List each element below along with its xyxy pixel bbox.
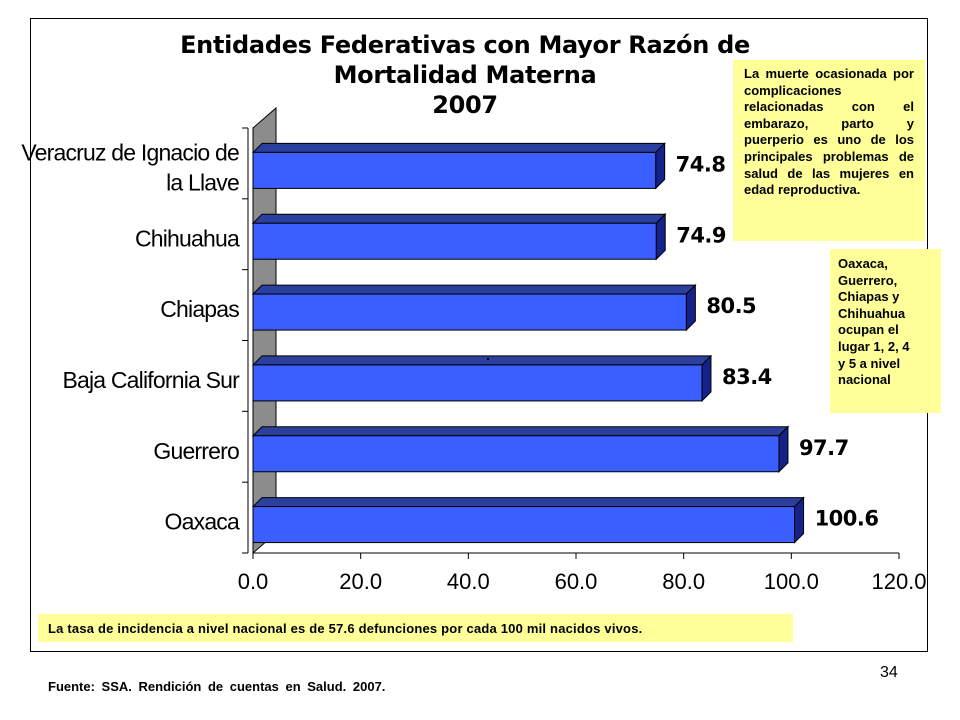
stray-dot [487,358,489,360]
bar-value-label: 83.4 [722,365,772,389]
bar-value-label: 74.8 [676,152,726,176]
bar-top [251,497,805,508]
note-ranking-line: lugar 1, 2, 4 [838,338,910,354]
bar [252,222,657,260]
bar-top [251,284,697,295]
bar [252,151,657,189]
note-ranking-line: Chiapas y [838,289,900,305]
category-label: Baja California Sur [62,367,240,393]
x-tick-label: 120.0 [871,569,926,594]
note-ranking-line: Guerrero, [838,272,898,288]
note-ranking-line: y 5 a nivel [838,355,901,371]
bar-top [251,355,713,366]
category-label: Guerrero [153,438,239,464]
chart-title: Entidades Federativas con Mayor Razón de… [180,31,750,89]
bar [252,435,780,473]
x-tick-label: 60.0 [555,569,598,594]
bar-value-label: 100.6 [815,507,879,531]
category-label: Chiapas [160,296,239,322]
bar-value-label: 80.5 [706,294,756,318]
source-citation: Fuente: SSA. Rendición de cuentas en Sal… [48,679,386,694]
bar [252,364,703,402]
chart-subtitle: 2007 [432,91,498,119]
x-tick-label: 40.0 [447,569,490,594]
note-ranking-line: Oaxaca, [838,256,888,271]
national-rate-note: La tasa de incidencia a nivel nacional e… [38,614,793,642]
note-maternal-mortality-text: La muerte ocasionada por complicaciones … [744,66,914,198]
note-ranking-line: Chihuahua [838,305,906,321]
bar-top [251,142,666,153]
chart-title-block: Entidades Federativas con Mayor Razón de… [150,30,780,120]
category-label: Chihuahua [135,225,240,251]
bar-top [251,426,790,437]
bar-value-label: 74.9 [676,223,726,247]
bar-value-label: 97.7 [799,436,849,460]
page-number: 34 [880,664,898,681]
x-tick-label: 80.0 [662,569,705,594]
x-tick-label: 20.0 [339,569,382,594]
note-ranking: Oaxaca, Guerrero, Chiapas y Chihuahua oc… [830,249,941,413]
note-maternal-mortality: La muerte ocasionada por complicaciones … [733,60,925,241]
note-ranking-line: ocupan el [838,322,899,338]
category-label: Oaxaca [165,509,240,535]
x-tick-label: 100.0 [764,569,819,594]
bar [252,506,796,544]
category-label: la Llave [166,169,239,195]
x-tick-label: 0.0 [238,569,269,594]
category-label: Veracruz de Ignacio de [21,139,239,165]
bar-top [251,213,667,224]
bar [252,293,687,331]
note-ranking-line: nacional [838,372,891,388]
